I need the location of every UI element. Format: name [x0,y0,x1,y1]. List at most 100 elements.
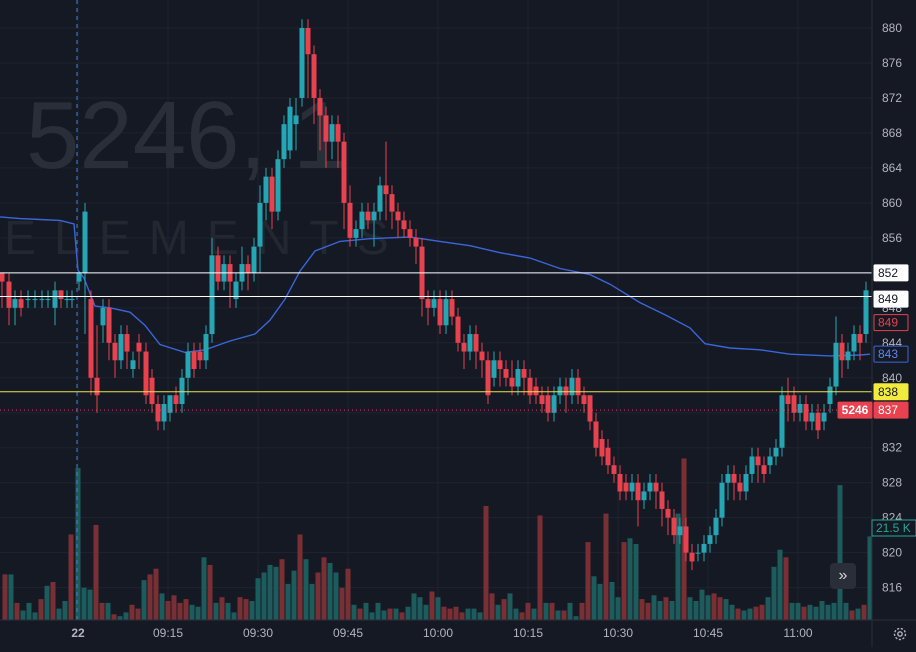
candle-body [371,211,377,221]
candle-body [707,535,713,544]
candle-body [551,395,557,413]
volume-bar [279,559,285,620]
volume-bar [483,506,489,620]
volume-bar [687,597,693,620]
candle-body [473,334,479,352]
volume-bar [609,582,615,620]
volume-bar [849,610,855,620]
volume-bar [843,602,849,620]
volume-bar [747,608,753,620]
volume-bar [117,616,123,620]
time-axis[interactable]: 22 09:15 09:30 09:45 10:00 10:15 10:30 10:45 11:… [71,626,813,640]
candle-body [185,351,191,378]
candle-body [45,299,51,301]
price-label-text: 5246 [842,403,869,417]
volume-bar [315,572,321,620]
volume-bar [75,468,81,620]
candle-body [695,552,701,554]
volume-bar [297,534,303,620]
candle-body [173,395,179,405]
volume-bar [699,589,705,620]
volume-bar [411,593,417,620]
candle-body [18,299,24,308]
volume-bar [261,572,267,620]
volume-bar [189,604,195,620]
candle-body [779,395,785,448]
volume-bar [159,593,165,620]
candle-body [25,299,31,301]
candle-body [395,211,401,221]
volume-bar [309,583,315,620]
settings-gear-icon[interactable] [892,626,908,642]
candle-body [293,115,299,125]
candle-body [683,526,689,553]
price-tick-label: 872 [882,91,902,105]
time-tick-label: 11:00 [783,626,812,640]
price-tick-label: 820 [882,546,902,560]
horizontal-levels[interactable] [0,272,872,393]
candle-body [581,395,587,405]
volume-bar [807,604,813,620]
grid [0,0,872,620]
volume-bar [369,612,375,620]
volume-bar [357,608,363,620]
candle-body [467,334,473,352]
candle-body [413,237,419,247]
volume-bar [441,606,447,620]
volume-bar [567,602,573,620]
volume-bar [705,595,711,620]
candle-body [845,351,851,361]
price-labels: 852 849 849 843 838 837 5246 21.5 K [837,264,916,537]
candle-body [215,255,221,282]
volume-bar [399,612,405,620]
candle-body [6,281,12,308]
candle-body [329,124,335,142]
volume-bar [759,604,765,620]
candle-body [557,386,563,396]
candle-body [161,404,167,422]
candle-body [209,255,215,335]
time-tick-label: 10:30 [603,626,633,640]
volume-bar [729,604,735,620]
volume-bar [405,606,411,620]
candle-body [377,185,383,212]
volume-bar [99,602,105,620]
price-tick-label: 860 [882,196,902,210]
candle-body [149,377,155,405]
candle-body [479,351,485,361]
time-tick-label: 09:15 [153,626,183,640]
candle-body [58,290,64,300]
candle-body [755,456,761,466]
volume-bar [219,597,225,620]
price-tick-label: 880 [882,21,902,35]
scroll-to-realtime-button[interactable]: » [830,563,856,589]
candle-body [39,299,45,301]
volume-bar [375,602,381,620]
candle-body [545,395,551,413]
volume-bar [831,602,837,620]
candle-body [485,360,491,396]
volume-bar [639,599,645,620]
volume-bar [621,542,627,620]
candle-body [785,395,791,405]
candle-body [251,246,257,273]
price-label-pill [873,345,909,363]
volume-bar [495,604,501,620]
volume-bar [351,604,357,620]
candle-body [863,290,869,335]
volume-bar [627,538,633,620]
candle-body [737,482,743,492]
candle-body [809,412,815,422]
time-tick-label: 09:45 [333,626,363,640]
candle-body [773,447,779,457]
candle-body [341,141,347,203]
candle-body [52,290,58,308]
price-axis[interactable]: 8168208248288328368408448488528568608648… [882,21,902,595]
volume-bar [207,564,213,620]
volume-bar [579,602,585,620]
volume-bar [789,602,795,620]
candle-body [124,334,130,352]
volume-bar [213,602,219,620]
